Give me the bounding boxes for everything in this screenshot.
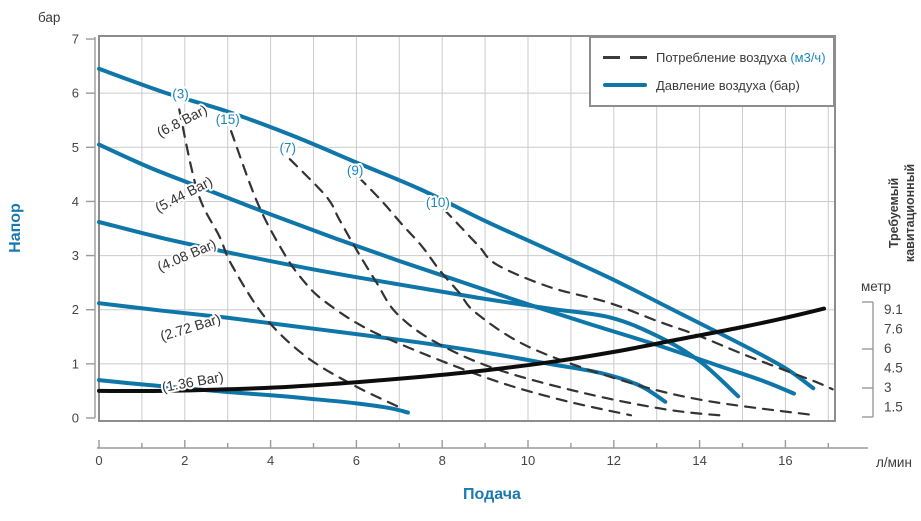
x-tick-label: 6 [353,453,360,468]
chart-legend: Потребление воздуха (м3/ч) Давление возд… [589,36,835,107]
curve-label-air-7: (7) [280,141,297,156]
npsh-curve-npsh [97,306,826,394]
right-axis-unit-label: метр [861,279,891,294]
x-tick-label: 2 [181,453,188,468]
y-tick-label: 6 [72,86,79,101]
x-tick-label: 12 [607,453,621,468]
curve-label-air-15: (15) [216,112,240,127]
air-curve-air-10 [443,208,834,391]
y-tick-label: 4 [72,194,79,209]
pressure-curve-pressure-5.44-bar [97,142,796,396]
legend-item-air-pressure: Давление воздуха (бар) [603,78,833,93]
x-tick-label: 10 [521,453,535,468]
npsh-tick-label: 9.1 [884,302,903,317]
solid-line-sample-icon [603,83,647,88]
y-tick-label: 3 [72,248,79,263]
pressure-curve-pressure-6.8-bar [97,66,816,391]
npsh-tick-label: 7.6 [884,322,903,337]
y-axis-title: Напор [7,203,24,253]
npsh-tick-label: 1.5 [884,400,903,415]
legend-label-air-pressure: Давление воздуха (бар) [656,78,800,93]
npsh-tick-label: 4.5 [884,361,903,376]
x-tick-label: 16 [778,453,792,468]
x-tick-label: 14 [692,453,706,468]
npsh-tick-label: 3 [884,380,892,395]
pressure-curve-pressure-2.72-bar [97,301,668,404]
npsh-tick-label: 6 [884,341,892,356]
air-curve-air-15 [230,130,633,417]
air-curve-air-9 [357,176,817,417]
curve-label-pressure-6.8-bar: (6.8 Bar) [154,101,210,140]
x-tick-label: 0 [95,453,102,468]
curve-label-pressure-4.08-bar: (4.08 Bar) [155,236,219,275]
legend-label-unit-suffix: (м3/ч) [790,50,826,66]
right-axis-title: Требуемый кавитационный запас [887,163,921,263]
y-tick-label: 0 [72,411,79,426]
y-tick-label: 1 [72,356,79,371]
x-axis-unit-label: л/мин [876,455,912,470]
plot-border [98,35,836,422]
curve-label-air-9: (9) [347,163,364,178]
y-tick-label: 7 [72,32,79,47]
curve-labels-layer: (6.8 Bar)(5.44 Bar)(4.08 Bar)(2.72 Bar)(… [150,85,452,397]
legend-item-air-consumption: Потребление воздуха (м3/ч) [603,50,833,65]
y-tick-label: 5 [72,140,79,155]
legend-label-text: Потребление воздуха [656,50,791,66]
air-curve-air-7 [288,158,727,417]
curve-label-air-3: (3) [172,87,189,102]
dashed-line-sample-icon [603,56,647,60]
legend-label-air-consumption: Потребление воздуха (м3/ч) [656,50,826,65]
y-tick-label: 2 [72,302,79,317]
y-axis-unit-label: бар [38,10,60,25]
legend-label-text: Давление воздуха (бар) [656,77,800,93]
series-layer [97,66,834,417]
pressure-curve-pressure-4.08-bar [97,220,741,399]
x-tick-label: 8 [439,453,446,468]
x-tick-label: 4 [267,453,274,468]
pressure-curve-pressure-1.36-bar [97,378,410,415]
curve-label-air-10: (10) [426,195,450,210]
x-axis-title: Подача [463,486,521,503]
